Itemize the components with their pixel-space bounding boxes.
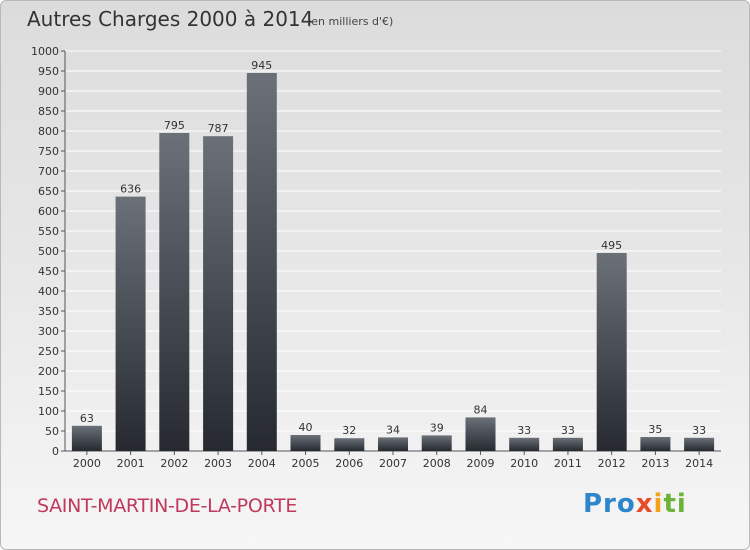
y-tick-label: 750 [38,145,59,158]
data-label: 35 [648,423,662,436]
bar-2005 [290,435,321,451]
y-tick-label: 50 [45,425,59,438]
y-tick-label: 650 [38,185,59,198]
bar-2013 [640,437,671,451]
y-tick-label: 100 [38,405,59,418]
y-tick-label: 950 [38,65,59,78]
data-label: 945 [251,59,272,72]
x-tick-label: 2004 [248,457,276,470]
bar-2014 [684,437,715,451]
x-tick-label: 2012 [598,457,626,470]
bar-2000 [71,425,102,451]
y-tick-label: 350 [38,305,59,318]
x-tick-label: 2000 [73,457,101,470]
commune-name: SAINT-MARTIN-DE-LA-PORTE [37,495,298,517]
y-tick-label: 900 [38,85,59,98]
y-tick-label: 800 [38,125,59,138]
bar-2010 [509,437,540,451]
data-label: 32 [342,424,356,437]
data-label: 636 [120,183,141,196]
y-tick-label: 850 [38,105,59,118]
bar-2002 [159,133,190,451]
bar-2011 [552,437,583,451]
bar-2008 [421,435,452,451]
data-label: 787 [208,122,229,135]
y-tick-label: 300 [38,325,59,338]
logo-part: i [653,489,664,519]
x-tick-label: 2011 [554,457,582,470]
x-tick-label: 2001 [117,457,145,470]
data-label: 33 [692,424,706,437]
bar-2007 [378,437,408,451]
x-tick-label: 2010 [510,457,538,470]
x-tick-label: 2006 [335,457,363,470]
y-tick-label: 500 [38,245,59,258]
y-tick-label: 250 [38,345,59,358]
bar-2009 [465,417,496,451]
data-label: 63 [80,412,94,425]
x-tick-label: 2002 [160,457,188,470]
x-tick-label: 2007 [379,457,407,470]
y-tick-label: 600 [38,205,59,218]
logo-part: ti [663,489,687,519]
y-tick-label: 1000 [31,45,59,58]
data-label: 495 [601,239,622,252]
logo-part: x [635,489,654,519]
y-tick-label: 200 [38,365,59,378]
x-tick-label: 2008 [423,457,451,470]
data-label: 40 [299,421,313,434]
data-label: 39 [430,421,444,434]
x-tick-label: 2013 [641,457,669,470]
proxiti-logo: Proxiti [583,489,687,519]
bars [71,73,715,451]
chart-title: Autres Charges 2000 à 2014 [27,7,314,31]
x-tick-label: 2003 [204,457,232,470]
y-tick-label: 0 [52,445,59,458]
data-label: 34 [386,423,400,436]
x-tick-label: 2009 [466,457,494,470]
bar-2001 [115,196,146,451]
y-tick-label: 450 [38,265,59,278]
bar-2006 [334,438,365,451]
data-label: 84 [473,403,487,416]
y-tick-label: 700 [38,165,59,178]
data-label: 33 [561,424,575,437]
data-label: 33 [517,424,531,437]
x-tick-label: 2005 [292,457,320,470]
bar-2012 [596,253,627,451]
chart-unit-label: (en milliers d'€) [307,15,394,28]
y-tick-label: 150 [38,385,59,398]
bar-2003 [203,136,234,451]
x-tick-label: 2014 [685,457,713,470]
labels: 0 50 100 150 200 250 300 350 400 450 500 550 600 650 7… [31,45,713,470]
logo-part: Pro [583,489,636,519]
data-label: 795 [164,119,185,132]
y-tick-label: 550 [38,225,59,238]
y-tick-label: 400 [38,285,59,298]
bar-2004 [246,73,277,451]
